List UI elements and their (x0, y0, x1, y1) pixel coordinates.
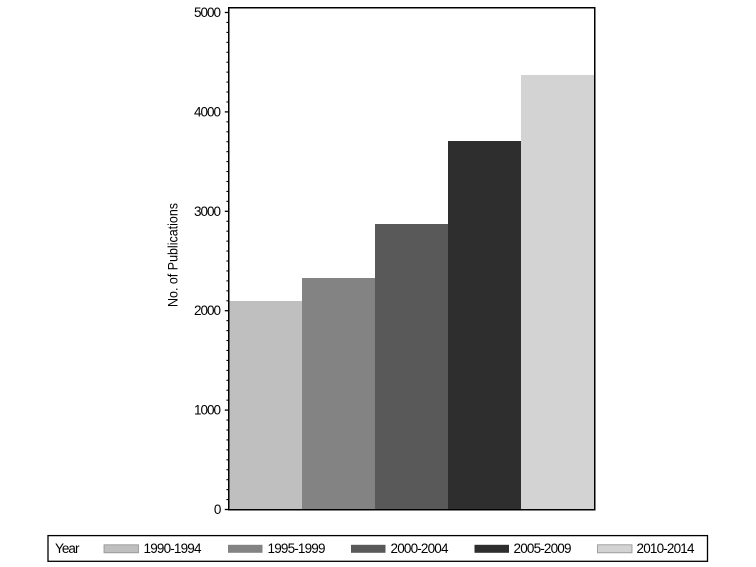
svg-text:2000: 2000 (194, 303, 221, 318)
svg-text:2005-2009: 2005-2009 (514, 541, 572, 556)
svg-text:0: 0 (214, 502, 222, 517)
svg-text:4000: 4000 (194, 104, 221, 119)
svg-text:3000: 3000 (194, 204, 221, 219)
svg-text:2000-2004: 2000-2004 (391, 541, 449, 556)
svg-text:Year: Year (55, 541, 80, 556)
svg-text:No. of Publications: No. of Publications (166, 203, 181, 307)
svg-text:1995-1999: 1995-1999 (268, 541, 326, 556)
svg-text:1000: 1000 (194, 403, 221, 418)
svg-text:5000: 5000 (194, 5, 221, 20)
svg-text:1990-1994: 1990-1994 (144, 541, 202, 556)
svg-text:2010-2014: 2010-2014 (637, 541, 695, 556)
